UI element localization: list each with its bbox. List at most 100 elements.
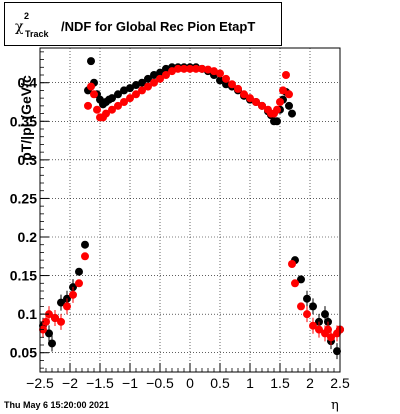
series-red-point xyxy=(114,101,122,110)
chart-title-box: χ 2 Track /NDF for Global Rec Pion EtapT xyxy=(4,2,282,46)
tick-labels: −2.5 −2 −1.5 −1 −0.5 0 0.5 1 1.5 2 2.5 0.05 0.1 0.15 0… xyxy=(10,75,350,391)
series-red-point xyxy=(222,74,230,83)
series-black-point xyxy=(114,90,122,99)
series-red-point xyxy=(180,64,188,73)
timestamp: Thu May 6 15:20:00 2021 xyxy=(4,400,110,410)
series-black-point xyxy=(273,117,281,126)
series-red-point xyxy=(297,302,305,311)
series-red-point xyxy=(93,105,101,114)
series-red-point xyxy=(276,98,284,106)
series-red-point xyxy=(291,279,299,288)
x-tick-label: 2.5 xyxy=(330,375,350,391)
series-red-point xyxy=(288,260,296,268)
series-red-point xyxy=(198,64,206,73)
y-tick-label: 0.25 xyxy=(10,190,37,206)
series-black-point xyxy=(144,74,152,83)
series-black-point xyxy=(57,298,65,307)
series-black-point xyxy=(297,275,305,284)
series-black-point xyxy=(132,81,140,90)
series-red-point xyxy=(285,90,293,99)
series-red-point xyxy=(108,105,116,114)
x-tick-label: −1.5 xyxy=(86,375,114,391)
series-black-point xyxy=(81,240,89,249)
series-red-point xyxy=(258,101,266,110)
grid-lines xyxy=(40,48,340,372)
series-red-point xyxy=(162,71,170,79)
series-red-point xyxy=(252,98,260,106)
x-tick-label: 1 xyxy=(246,375,254,391)
series-red-point xyxy=(273,105,281,114)
series-black-point xyxy=(156,68,164,77)
series-black-point xyxy=(120,86,128,95)
series-red-point xyxy=(84,101,92,110)
x-tick-label: 0.5 xyxy=(210,375,230,391)
series-red-point xyxy=(309,321,317,330)
series-black-point xyxy=(309,302,317,311)
series-red-point xyxy=(102,109,110,118)
x-tick-label: 1.5 xyxy=(270,375,290,391)
series-red-point xyxy=(228,80,236,89)
series-red-point xyxy=(234,84,242,93)
title-chi-symbol: χ xyxy=(15,19,24,35)
y-tick-label: 0.05 xyxy=(10,345,37,361)
series-red-point xyxy=(210,67,218,76)
series-red-point xyxy=(216,69,224,78)
x-tick-label: 0 xyxy=(186,375,194,391)
series-black-point xyxy=(108,94,116,103)
series-red-point xyxy=(174,64,182,73)
series-black-point xyxy=(87,57,95,66)
series-red-point xyxy=(81,252,89,261)
x-axis-label: η xyxy=(331,398,339,413)
series-black-point xyxy=(45,329,53,338)
title-superscript: 2 xyxy=(24,11,30,21)
series-red-point xyxy=(303,310,311,319)
series-red-point xyxy=(246,94,254,103)
series-red-point xyxy=(204,65,212,74)
series-red-point xyxy=(42,317,50,326)
y-tick-label: 0.15 xyxy=(10,268,37,284)
series-black-point xyxy=(288,109,296,118)
series-red-point xyxy=(138,86,146,95)
series-black-point xyxy=(162,64,170,73)
series-red-point xyxy=(282,71,290,79)
series-red-point xyxy=(144,82,152,91)
series-red-point xyxy=(120,98,128,106)
series-red-point xyxy=(150,78,158,87)
series-red-point xyxy=(87,82,95,91)
series-red-point xyxy=(240,90,248,99)
series-red-point xyxy=(327,333,335,342)
series-red-point xyxy=(90,90,98,99)
series-black-point xyxy=(321,310,329,319)
series-red-point xyxy=(63,302,71,311)
y-tick-label: 0.35 xyxy=(10,113,37,129)
axis-ticks xyxy=(39,51,341,372)
series-red-point xyxy=(315,325,323,334)
series-red-point xyxy=(192,64,200,73)
data-points xyxy=(39,57,344,360)
series-black-point xyxy=(138,78,146,87)
series-black-point xyxy=(75,267,83,276)
series-red-point xyxy=(324,325,332,334)
series-black-point xyxy=(126,84,134,93)
series-black-point xyxy=(216,76,224,85)
series-black-point xyxy=(285,101,293,110)
title-subscript: Track xyxy=(25,29,49,39)
series-red-point xyxy=(69,290,77,299)
x-tick-label: −1 xyxy=(122,375,138,391)
series-red-point xyxy=(168,67,176,76)
y-tick-label: 0.3 xyxy=(18,152,38,168)
series-red-point xyxy=(186,64,194,73)
x-tick-label: −2 xyxy=(62,375,78,391)
x-tick-label: −2.5 xyxy=(26,375,54,391)
series-red-point xyxy=(51,314,59,322)
x-tick-label: 2 xyxy=(306,375,314,391)
series-red-point xyxy=(156,74,164,83)
y-tick-label: 0.4 xyxy=(18,75,38,91)
chart-title: /NDF for Global Rec Pion EtapT xyxy=(61,19,256,34)
series-black-point xyxy=(303,294,311,303)
series-red-point xyxy=(57,317,65,326)
series-red-point xyxy=(75,279,83,288)
series-red-point xyxy=(126,94,134,103)
series-black-point xyxy=(150,71,158,79)
